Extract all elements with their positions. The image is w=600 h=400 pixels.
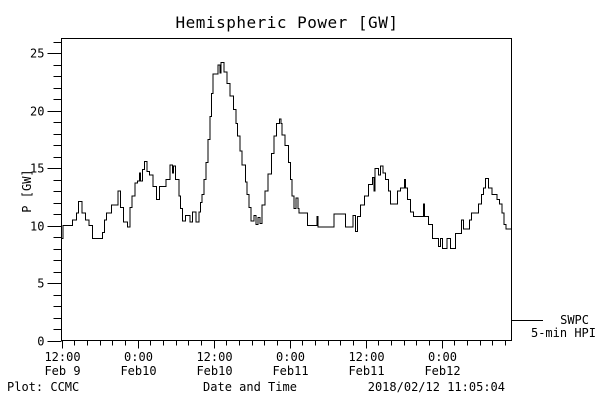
y-tick-label: 20 [30, 105, 44, 119]
y-axis-label: P [GW] [20, 169, 34, 212]
x-tick-label-date: Feb11 [272, 364, 308, 378]
x-tick-label-date: Feb10 [120, 364, 156, 378]
x-tick-label-date: Feb10 [196, 364, 232, 378]
y-tick-label: 25 [30, 47, 44, 61]
plot-credit: Plot: CCMC [7, 380, 79, 394]
chart-title: Hemispheric Power [GW] [176, 13, 399, 32]
x-tick-label-time: 12:00 [196, 350, 232, 364]
y-tick-label: 15 [30, 162, 44, 176]
y-tick-label: 0 [37, 335, 44, 349]
legend-label-line1: SWPC [560, 313, 589, 327]
y-tick-label: 10 [30, 220, 44, 234]
x-tick-label-time: 0:00 [276, 350, 305, 364]
y-tick-label: 5 [37, 277, 44, 291]
hpi-step-line [61, 62, 512, 250]
x-tick-label-date: Feb11 [348, 364, 384, 378]
x-tick-label-date: Feb12 [424, 364, 460, 378]
x-tick-label-time: 0:00 [428, 350, 457, 364]
plot-timestamp: 2018/02/12 11:05:04 [368, 380, 505, 394]
x-axis-label: Date and Time [203, 380, 297, 394]
x-tick-label-date: Feb 9 [44, 364, 80, 378]
x-tick-label-time: 12:00 [44, 350, 80, 364]
x-tick-label-time: 0:00 [124, 350, 153, 364]
plot-frame [61, 38, 512, 341]
legend-label-line2: 5-min HPI [531, 326, 596, 340]
x-tick-label-time: 12:00 [348, 350, 384, 364]
